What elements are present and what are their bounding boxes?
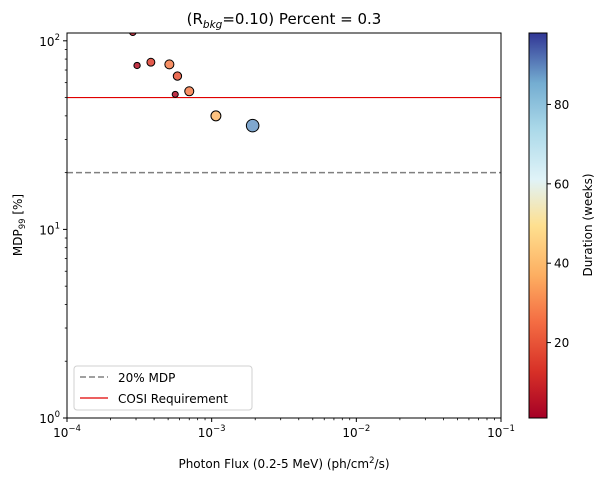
data-point	[164, 59, 175, 70]
data-point	[129, 33, 137, 37]
data-point	[171, 90, 179, 98]
colorbar-label: Duration (weeks)	[581, 173, 595, 276]
colorbar-tick-label: 60	[554, 177, 569, 191]
data-point	[133, 61, 141, 70]
x-tick-label: 10−2	[342, 424, 370, 440]
data-point	[172, 71, 183, 81]
data-point	[146, 57, 156, 67]
chart-title: (Rbkg=0.10) Percent = 0.3	[187, 10, 382, 31]
y-tick-label: 102	[39, 33, 60, 49]
legend: 20% MDP COSI Requirement	[73, 365, 253, 411]
legend-label-cosi-requirement: COSI Requirement	[118, 392, 228, 406]
y-tick-label: 100	[39, 410, 60, 426]
colorbar	[528, 32, 548, 419]
colorbar-tick-label: 40	[554, 257, 569, 271]
y-tick-label: 101	[39, 221, 60, 237]
legend-box	[73, 365, 253, 411]
y-axis-label: MDP99 [%]	[11, 194, 28, 256]
legend-label-20-mdp: 20% MDP	[118, 371, 175, 385]
plot-area	[67, 33, 501, 418]
data-point	[184, 86, 195, 97]
x-tick-label: 10−4	[53, 424, 81, 440]
x-axis-label: Photon Flux (0.2-5 MeV) (ph/cm2/s)	[178, 456, 389, 471]
data-point	[245, 118, 260, 133]
data-point	[210, 110, 222, 122]
plot-frame	[66, 32, 502, 419]
colorbar-tick-label: 20	[554, 336, 569, 350]
x-tick-label: 10−1	[487, 424, 515, 440]
colorbar-tick-label: 80	[554, 98, 569, 112]
x-tick-label: 10−3	[198, 424, 226, 440]
